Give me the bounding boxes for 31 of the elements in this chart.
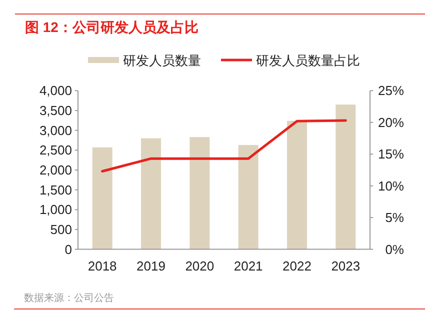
y-tick-label: 500 bbox=[50, 222, 72, 237]
chart-title: 图 12：公司研发人员及占比 bbox=[25, 19, 198, 35]
bar bbox=[190, 137, 210, 250]
y2-tick-label: 10% bbox=[378, 178, 404, 194]
legend-label: 研发人员数量占比 bbox=[256, 53, 360, 68]
bar bbox=[92, 147, 112, 250]
x-tick-label: 2020 bbox=[185, 258, 214, 274]
x-tick-label: 2021 bbox=[234, 258, 263, 274]
bar bbox=[336, 104, 356, 250]
y2-tick-label: 25% bbox=[378, 83, 404, 98]
y-tick-label: 3,500 bbox=[39, 103, 72, 118]
x-tick-label: 2019 bbox=[136, 258, 166, 274]
y2-tick-label: 20% bbox=[378, 114, 404, 130]
y-tick-label: 4,000 bbox=[39, 83, 72, 98]
bar bbox=[141, 138, 161, 250]
x-tick-label: 2018 bbox=[88, 258, 117, 274]
y-tick-label: 2,000 bbox=[39, 162, 72, 178]
y2-tick-label: 0% bbox=[385, 242, 404, 257]
y-tick-label: 0 bbox=[64, 242, 72, 257]
y-tick-label: 3,000 bbox=[39, 122, 72, 138]
y-tick-label: 1,000 bbox=[39, 202, 72, 218]
y-tick-label: 2,500 bbox=[39, 142, 72, 158]
x-tick-label: 2023 bbox=[331, 258, 360, 274]
y2-tick-label: 5% bbox=[385, 210, 404, 226]
bar bbox=[287, 120, 307, 250]
source-note: 数据来源：公司公告 bbox=[24, 292, 114, 304]
bar bbox=[238, 145, 258, 250]
legend-label: 研发人员数量 bbox=[123, 53, 201, 68]
y-tick-label: 1,500 bbox=[39, 182, 72, 198]
x-tick-label: 2022 bbox=[282, 258, 312, 274]
y2-tick-label: 15% bbox=[378, 146, 404, 162]
